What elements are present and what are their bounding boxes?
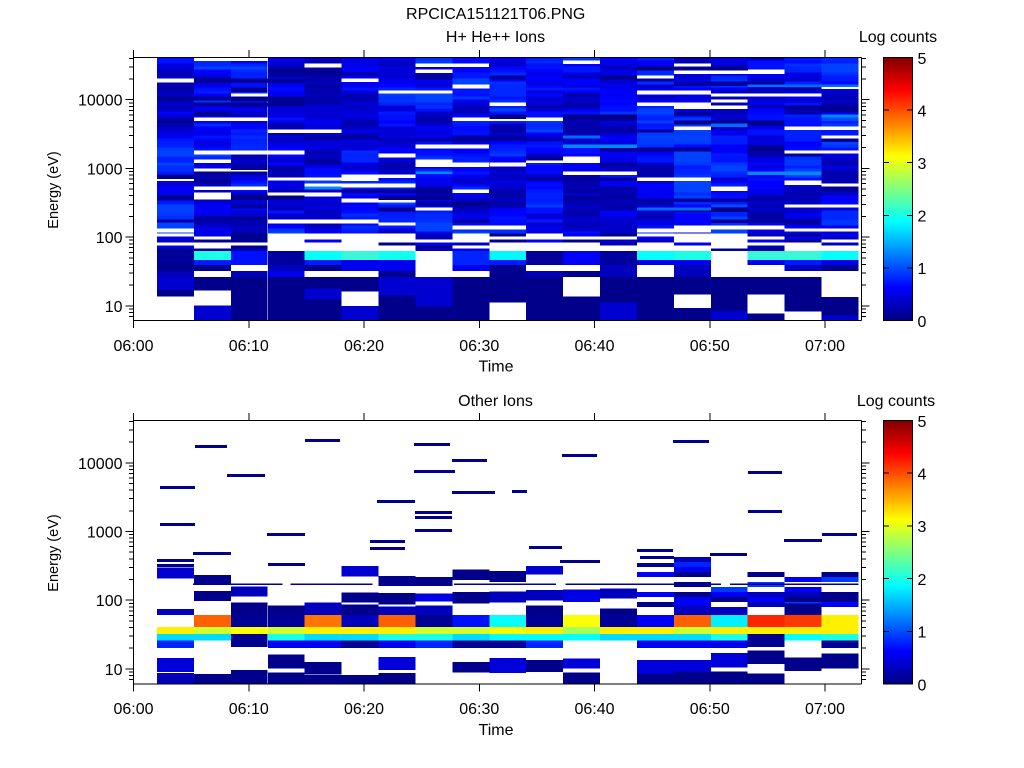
svg-text:100: 100: [96, 593, 123, 610]
svg-text:1: 1: [918, 625, 927, 642]
svg-text:Energy (eV): Energy (eV): [46, 514, 62, 591]
svg-text:1000: 1000: [87, 161, 123, 178]
svg-text:06:20: 06:20: [344, 701, 384, 718]
svg-text:2: 2: [918, 209, 927, 226]
svg-text:07:00: 07:00: [805, 701, 845, 718]
svg-text:Other Ions: Other Ions: [458, 393, 533, 410]
svg-text:Log counts: Log counts: [857, 393, 935, 410]
svg-text:H+ He++ Ions: H+ He++ Ions: [446, 29, 545, 46]
svg-text:1000: 1000: [87, 525, 123, 542]
svg-text:06:30: 06:30: [459, 701, 499, 718]
svg-text:10000: 10000: [78, 93, 123, 110]
svg-text:3: 3: [918, 156, 927, 173]
svg-text:10000: 10000: [78, 456, 123, 473]
svg-text:5: 5: [918, 414, 927, 431]
svg-text:4: 4: [918, 467, 927, 484]
svg-text:4: 4: [918, 103, 927, 120]
svg-text:06:10: 06:10: [229, 338, 269, 355]
svg-text:06:00: 06:00: [113, 338, 153, 355]
svg-text:06:30: 06:30: [459, 338, 499, 355]
svg-text:0: 0: [918, 314, 927, 331]
svg-text:Log counts: Log counts: [859, 29, 937, 46]
svg-text:06:20: 06:20: [344, 338, 384, 355]
svg-text:5: 5: [918, 51, 927, 68]
svg-text:10: 10: [105, 299, 123, 316]
svg-text:RPCICA151121T06.PNG: RPCICA151121T06.PNG: [406, 6, 585, 23]
svg-text:06:00: 06:00: [113, 701, 153, 718]
svg-text:Time: Time: [479, 722, 514, 739]
svg-text:2: 2: [918, 572, 927, 589]
svg-text:10: 10: [105, 662, 123, 679]
svg-text:0: 0: [918, 677, 927, 694]
svg-text:Time: Time: [479, 359, 514, 376]
svg-text:3: 3: [918, 519, 927, 536]
svg-text:1: 1: [918, 261, 927, 278]
svg-text:07:00: 07:00: [805, 338, 845, 355]
svg-text:06:50: 06:50: [690, 701, 730, 718]
svg-text:06:50: 06:50: [690, 338, 730, 355]
svg-text:100: 100: [96, 230, 123, 247]
svg-text:06:10: 06:10: [229, 701, 269, 718]
svg-text:Energy (eV): Energy (eV): [46, 151, 62, 228]
svg-text:06:40: 06:40: [574, 338, 614, 355]
svg-text:06:40: 06:40: [574, 701, 614, 718]
